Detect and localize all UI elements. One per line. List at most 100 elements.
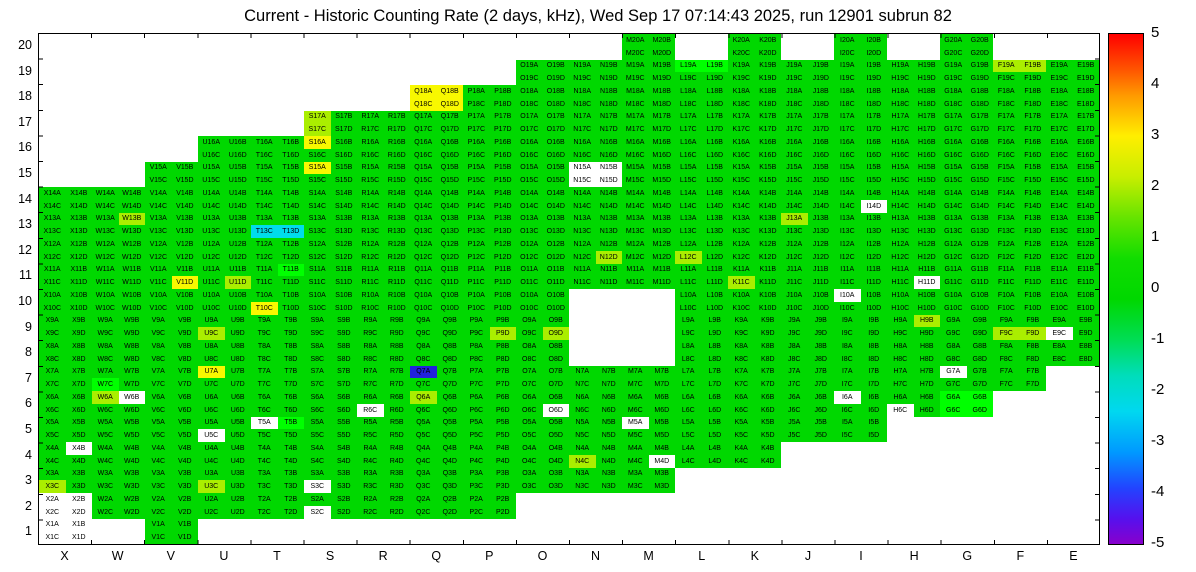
quadrant-T3A: T3A [251,467,278,481]
quadrant-K19B: K19B [754,59,781,73]
quadrant-G7B: G7B [966,365,993,379]
quadrant-G20D: G20D [966,46,993,60]
quadrant-P10C: P10C [463,301,490,315]
quadrant-H7B: H7B [913,365,940,379]
quadrant-R2B: R2B [383,493,410,506]
quadrant-W6D: W6D [118,403,145,417]
quadrant-G14C: G14C [940,199,967,213]
cell-N7: N7A N7B N7C N7D [569,365,622,391]
quadrant-O4B: O4B [542,442,569,455]
quadrant-H15D: H15D [913,174,940,187]
quadrant-S12A: S12A [304,238,331,251]
quadrant-T7A: T7A [251,365,278,379]
quadrant-X13D: X13D [65,225,92,238]
quadrant-K5A: K5A [728,416,755,430]
quadrant-S2C: S2C [304,505,331,519]
quadrant-L18B: L18B [701,85,728,98]
quadrant-K20C: K20C [728,46,755,60]
quadrant-X14D: X14D [65,199,92,213]
cell-M19: M19A M19B M19C M19D [622,59,675,85]
cell-R11: R11A R11B R11C R11D [357,263,410,289]
quadrant-H16D: H16D [913,148,940,162]
y-axis-label-17: 17 [18,114,32,129]
cell-T12: T12A T12B T12C T12D [251,238,304,264]
quadrant-U13C: U13C [198,225,225,238]
quadrant-M6B: M6B [648,391,675,404]
quadrant-R3C: R3C [357,480,384,493]
quadrant-O17D: O17D [542,123,569,136]
quadrant-T16A: T16A [251,136,278,149]
quadrant-O4C: O4C [516,454,543,468]
quadrant-K8B: K8B [754,340,781,353]
quadrant-U7D: U7D [224,378,251,391]
quadrant-R11A: R11A [357,263,384,277]
cell-O17: O17A O17B O17C O17D [516,110,569,136]
quadrant-K14D: K14D [754,199,781,213]
quadrant-P10A: P10A [463,289,490,302]
quadrant-U6A: U6A [198,391,225,404]
quadrant-F9B: F9B [1019,314,1046,328]
quadrant-S2D: S2D [330,505,357,519]
quadrant-X5C: X5C [39,429,66,442]
quadrant-W9D: W9D [118,327,145,340]
quadrant-H8B: H8B [913,340,940,353]
quadrant-G13A: G13A [940,212,967,226]
quadrant-J11B: J11B [807,263,834,277]
cell-O8: O8A O8B O8C O8D [516,340,569,366]
quadrant-H6A: H6A [887,391,914,404]
quadrant-V3A: V3A [145,467,172,481]
quadrant-W10A: W10A [92,289,119,302]
quadrant-H10C: H10C [887,301,914,315]
quadrant-O7C: O7C [516,378,543,391]
quadrant-T15D: T15D [277,174,304,187]
quadrant-V11B: V11B [171,263,198,277]
quadrant-S10D: S10D [330,301,357,315]
quadrant-K12D: K12D [754,250,781,264]
quadrant-R12D: R12D [383,250,410,264]
quadrant-T6D: T6D [277,403,304,417]
quadrant-T12B: T12B [277,238,304,251]
cell-K17: K17A K17B K17C K17D [728,110,781,136]
quadrant-R8A: R8A [357,340,384,353]
quadrant-X13C: X13C [39,225,66,238]
quadrant-O13B: O13B [542,212,569,226]
quadrant-L7C: L7C [675,378,702,391]
quadrant-S10B: S10B [330,289,357,302]
quadrant-G11A: G11A [940,263,967,277]
quadrant-I15B: I15B [860,161,887,175]
cell-I7: I7A I7B I7C I7D [834,365,887,391]
cell-V7: V7A V7B V7C V7D [145,365,198,391]
quadrant-O16C: O16C [516,148,543,162]
quadrant-S11A: S11A [304,263,331,277]
cell-P16: P16A P16B P16C P16D [463,136,516,162]
quadrant-X4D: X4D [65,454,92,468]
quadrant-I6B: I6B [860,391,887,404]
quadrant-U5C: U5C [198,429,225,442]
quadrant-M15A: M15A [622,161,649,175]
quadrant-I20C: I20C [834,46,861,60]
quadrant-F15A: F15A [993,161,1020,175]
quadrant-T14C: T14C [251,199,278,213]
quadrant-L14A: L14A [675,187,702,200]
quadrant-F14C: F14C [993,199,1020,213]
quadrant-U14B: U14B [224,187,251,200]
quadrant-E14D: E14D [1072,199,1099,213]
quadrant-R8B: R8B [383,340,410,353]
cell-O14: O14A O14B O14C O14D [516,187,569,213]
quadrant-Q14D: Q14D [436,199,463,213]
quadrant-G8C: G8C [940,352,967,366]
cell-U12: U12A U12B U12C U12D [198,238,251,264]
quadrant-W12D: W12D [118,250,145,264]
quadrant-Q18C: Q18C [410,97,437,111]
cell-T16: T16A T16B T16C T16D [251,136,304,162]
quadrant-Q2B: Q2B [436,493,463,506]
quadrant-U13B: U13B [224,212,251,226]
quadrant-I8A: I8A [834,340,861,353]
quadrant-V12C: V12C [145,250,172,264]
quadrant-W11D: W11D [118,276,145,289]
quadrant-P18C: P18C [463,97,490,111]
quadrant-F17C: F17C [993,123,1020,136]
quadrant-K8C: K8C [728,352,755,366]
quadrant-R16D: R16D [383,148,410,162]
quadrant-P14D: P14D [489,199,516,213]
